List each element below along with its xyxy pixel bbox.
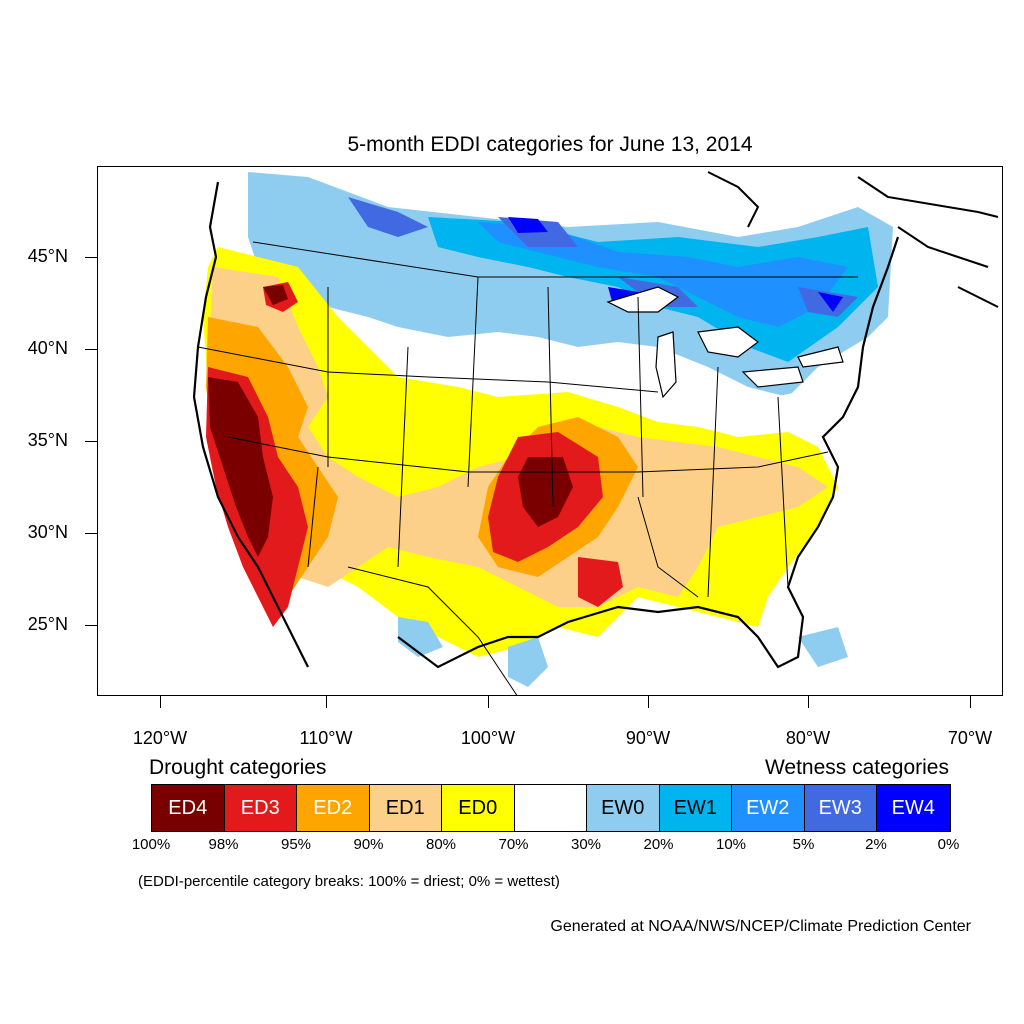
legend-break-label: 30% (570, 836, 602, 853)
lat-label-25: 25°N (27, 614, 68, 634)
lon-tick-70 (970, 696, 971, 708)
legend-swatch-ed4: ED4 (152, 785, 225, 831)
legend-break-label: 20% (643, 836, 674, 853)
legend-break-label: 100% (131, 836, 171, 853)
lat-label-35: 35°N (27, 430, 68, 450)
lon-label-100: 100°W (460, 728, 516, 748)
legend-break-label: 70% (498, 836, 529, 853)
region-ew-texas (398, 617, 848, 687)
map-area (97, 166, 1003, 696)
lon-tick-110 (326, 696, 327, 708)
lat-tick-35 (85, 441, 97, 442)
region-ew3-north (348, 197, 858, 317)
lat-tick-40 (85, 349, 97, 350)
region-ed1 (208, 267, 828, 607)
legend-break-label: 2% (865, 836, 887, 853)
lon-tick-80 (808, 696, 809, 708)
state-borders (197, 241, 858, 695)
legend-break-label: 80% (425, 836, 457, 853)
wetness-heading: Wetness categories (764, 756, 949, 779)
legend-swatch-ed2: ED2 (297, 785, 370, 831)
lon-label-90: 90°W (625, 728, 671, 748)
region-ew2-north (478, 222, 848, 327)
lon-label-80: 80°W (785, 728, 831, 748)
legend-swatch-ew1: EW1 (659, 785, 732, 831)
legend-break-label: 0% (937, 836, 960, 853)
legend-swatch-ed3: ED3 (224, 785, 297, 831)
legend-swatch-ew3: EW3 (804, 785, 877, 831)
lon-label-110: 110°W (299, 728, 353, 748)
legend-swatch-ew4: EW4 (877, 785, 950, 831)
drought-heading: Drought categories (149, 756, 327, 779)
eddi-map (192, 171, 999, 695)
legend-swatch-ed1: ED1 (369, 785, 442, 831)
lat-tick-25 (85, 625, 97, 626)
great-lakes (606, 286, 844, 399)
legend-colorbar: ED4 ED3 ED2 ED1 ED0 EW0 EW1 EW2 EW3 EW4 (151, 784, 951, 832)
legend-swatch-ew2: EW2 (732, 785, 805, 831)
lat-tick-30 (85, 533, 97, 534)
lon-label-120: 120°W (132, 728, 188, 748)
category-note: (EDDI-percentile category breaks: 100% =… (138, 873, 560, 890)
legend-break-label: 98% (208, 836, 239, 853)
lat-label-40: 40°N (27, 338, 68, 358)
region-ed3 (206, 282, 623, 627)
lon-tick-100 (488, 696, 489, 708)
legend-swatch-ew0: EW0 (587, 785, 660, 831)
legend-break-label: 10% (715, 836, 747, 853)
lat-label-30: 30°N (27, 522, 68, 542)
canada-coast (707, 171, 999, 308)
legend-break-label: 95% (280, 836, 312, 853)
legend-break-label: 90% (353, 836, 384, 853)
region-ew4-north (508, 217, 843, 312)
lat-tick-45 (85, 257, 97, 258)
lon-label-70: 70°W (947, 728, 993, 748)
credit-line: Generated at NOAA/NWS/NCEP/Climate Predi… (550, 918, 971, 935)
coastline (192, 181, 900, 669)
lon-tick-90 (648, 696, 649, 708)
map-title: 5-month EDDI categories for June 13, 201… (347, 133, 753, 156)
lon-tick-120 (160, 696, 161, 708)
legend-swatch-ed0: ED0 (442, 785, 515, 831)
legend-swatch-normal (514, 785, 587, 831)
lat-label-45: 45°N (27, 246, 68, 266)
legend-break-label: 5% (792, 836, 815, 853)
